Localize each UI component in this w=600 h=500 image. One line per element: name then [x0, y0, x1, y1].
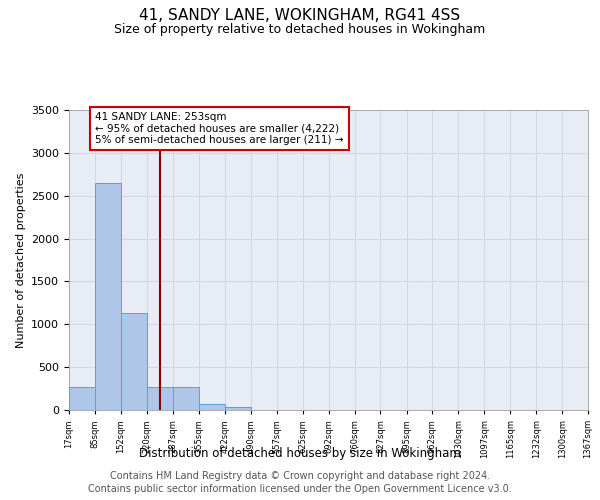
Bar [69, 387, 95, 410]
Bar [199, 404, 225, 410]
Text: Contains public sector information licensed under the Open Government Licence v3: Contains public sector information licen… [88, 484, 512, 494]
Bar [95, 183, 121, 410]
Text: Size of property relative to detached houses in Wokingham: Size of property relative to detached ho… [115, 22, 485, 36]
Text: Contains HM Land Registry data © Crown copyright and database right 2024.: Contains HM Land Registry data © Crown c… [110, 471, 490, 481]
Text: Distribution of detached houses by size in Wokingham: Distribution of detached houses by size … [139, 448, 461, 460]
Text: 41 SANDY LANE: 253sqm
← 95% of detached houses are smaller (4,222)
5% of semi-de: 41 SANDY LANE: 253sqm ← 95% of detached … [95, 112, 344, 145]
Text: 41, SANDY LANE, WOKINGHAM, RG41 4SS: 41, SANDY LANE, WOKINGHAM, RG41 4SS [139, 8, 461, 22]
Bar [224, 406, 251, 410]
Bar [147, 387, 173, 410]
Bar [121, 313, 147, 410]
Bar [173, 387, 199, 410]
Y-axis label: Number of detached properties: Number of detached properties [16, 172, 26, 348]
